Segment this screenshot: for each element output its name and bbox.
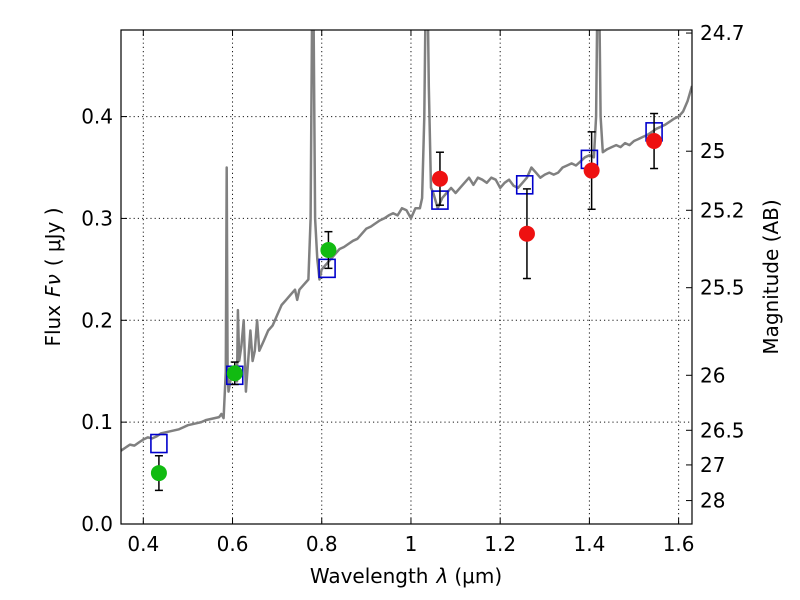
y2-tick-label: 28 bbox=[700, 489, 725, 513]
y2-tick-label: 26.5 bbox=[700, 418, 745, 442]
x-tick-label: 1.4 bbox=[573, 532, 605, 556]
y-tick-label: 0.4 bbox=[81, 105, 113, 129]
observed-point bbox=[518, 225, 535, 242]
model-box-marker bbox=[318, 258, 336, 279]
y2-tick-label: 25.2 bbox=[700, 198, 745, 222]
observed-point bbox=[431, 170, 448, 187]
y2-tick-label: 26 bbox=[700, 363, 725, 387]
observed-point bbox=[646, 133, 663, 150]
x-tick-label: 0.4 bbox=[127, 532, 159, 556]
marker-layer bbox=[150, 112, 663, 492]
y2-tick-label: 27 bbox=[700, 453, 725, 477]
y2-tick-label: 24.7 bbox=[700, 21, 745, 45]
plot-frame bbox=[120, 29, 693, 525]
y-tick-label: 0.3 bbox=[81, 206, 113, 230]
y-tick-label: 0.1 bbox=[81, 410, 113, 434]
y2-tick-label: 25 bbox=[700, 139, 725, 163]
observed-point bbox=[226, 365, 243, 382]
y-tick-label: 0.2 bbox=[81, 308, 113, 332]
y-tick-label: 0.0 bbox=[81, 512, 113, 536]
sed-model-line bbox=[121, 30, 692, 452]
y-axis-label: FluxFν( μJy ) bbox=[41, 207, 65, 346]
observed-point bbox=[320, 242, 337, 259]
x-tick-label: 0.8 bbox=[306, 532, 338, 556]
x-tick-label: 0.6 bbox=[217, 532, 249, 556]
model-box-marker bbox=[150, 433, 168, 454]
observed-point bbox=[583, 162, 600, 179]
y2-axis-label: Magnitude (AB) bbox=[759, 199, 783, 354]
y2-tick-label: 25.5 bbox=[700, 276, 745, 300]
observed-point bbox=[150, 465, 167, 482]
x-tick-label: 1.2 bbox=[484, 532, 516, 556]
model-box-marker bbox=[515, 175, 534, 195]
tick-layer: 0.4 0.6 0.8 1 1.2 1.4 1.6 0.0 0.1 0.2 0.3 0.4 24.7 25… bbox=[81, 21, 744, 556]
grid bbox=[121, 30, 692, 525]
x-tick-label: 1.6 bbox=[663, 532, 695, 556]
sed-layer bbox=[121, 30, 692, 452]
x-axis-label: Wavelength λ (μm) bbox=[310, 564, 502, 588]
x-tick-label: 1 bbox=[405, 532, 418, 556]
